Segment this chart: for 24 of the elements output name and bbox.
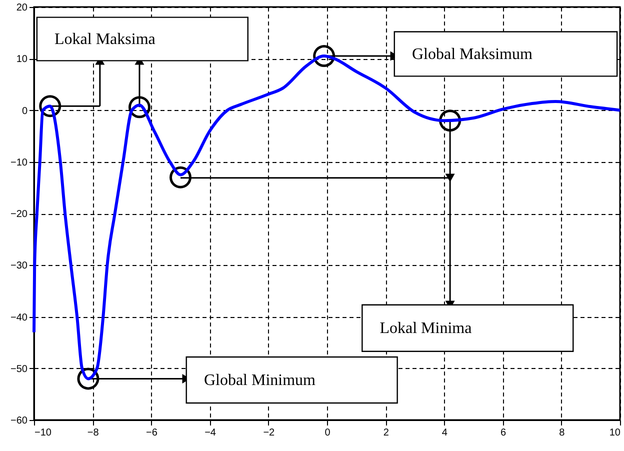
x-tick-label: −2 bbox=[263, 428, 276, 438]
x-tick-label: 10 bbox=[609, 428, 621, 438]
x-tick-label: −4 bbox=[204, 428, 216, 438]
x-tick-label: 6 bbox=[500, 428, 507, 438]
annotation: Lokal Maksima bbox=[54, 31, 156, 48]
annotation: Lokal Minima bbox=[380, 320, 472, 338]
x-tick-label: −6 bbox=[146, 428, 158, 438]
y-tick-label: 0 bbox=[22, 106, 28, 117]
annotation: Global Minimum bbox=[204, 372, 316, 389]
y-tick-label: 20 bbox=[16, 2, 28, 14]
y-tick-label: −20 bbox=[10, 209, 28, 220]
y-tick-label: −50 bbox=[10, 364, 28, 375]
y-tick-label: −40 bbox=[10, 312, 28, 324]
annotation: Global Maksimum bbox=[412, 46, 533, 63]
y-tick-label: −60 bbox=[10, 416, 28, 426]
x-tick-label: −8 bbox=[87, 428, 100, 438]
y-tick-label: −10 bbox=[10, 157, 28, 168]
x-tick-label: 2 bbox=[383, 428, 390, 438]
x-tick-label: 8 bbox=[559, 428, 566, 438]
y-tick-label: 10 bbox=[16, 54, 28, 66]
x-tick-label: −10 bbox=[34, 428, 52, 438]
x-tick-label: 4 bbox=[442, 428, 448, 438]
y-tick-label: −30 bbox=[10, 260, 28, 272]
x-tick-label: 0 bbox=[324, 428, 331, 438]
